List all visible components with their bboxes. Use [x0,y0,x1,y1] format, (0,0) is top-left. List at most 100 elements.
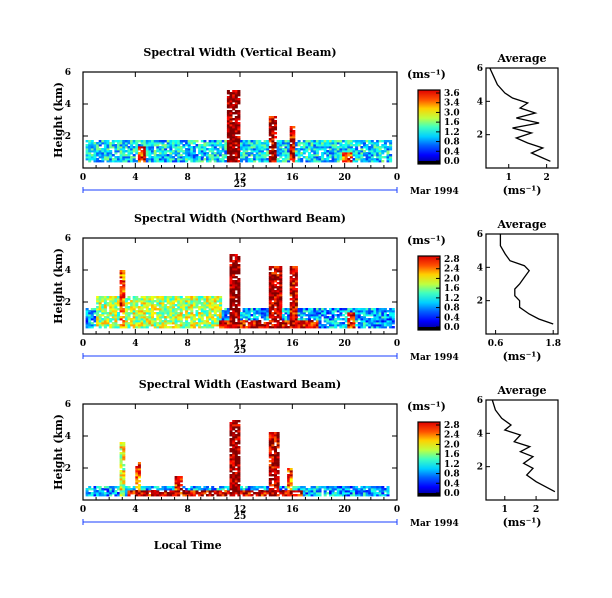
heatmap-cell [391,318,395,321]
heatmap-cell [117,304,121,307]
heatmap-cell [200,160,204,163]
heatmap-cell [234,104,238,107]
heatmap-cell [226,104,230,107]
heatmap-cell [232,264,236,267]
heatmap-cell [122,300,126,303]
heatmap-cell [156,324,160,327]
heatmap-cell [103,324,107,327]
heatmap-cell [370,494,374,497]
heatmap-cell [363,314,367,317]
heatmap-cell [250,488,254,491]
heatmap-cell [135,468,139,471]
heatmap-cell [247,158,251,161]
heatmap-cell [240,320,244,323]
heatmap-cell [342,488,346,491]
heatmap-cell [132,314,136,317]
heatmap-cell [302,494,306,497]
heatmap-cell [339,486,343,489]
heatmap-cell [119,142,123,145]
heatmap-cell [192,306,196,309]
heatmap-cell [331,308,335,311]
heatmap-cell [368,318,372,321]
heatmap-cell [276,154,280,157]
heatmap-cell [90,144,94,147]
heatmap-cell [213,146,217,149]
heatmap-cell [169,148,173,151]
heatmap-cell [268,322,272,325]
heatmap-cell [232,262,236,265]
heatmap-cell [90,140,94,143]
heatmap-cell [313,322,317,325]
heatmap-cell [289,470,293,473]
heatmap-cell [114,296,118,299]
heatmap-cell [114,160,118,163]
heatmap-cell [232,284,236,287]
heatmap-cell [250,142,254,145]
heatmap-cell [169,150,173,153]
heatmap-cell [378,160,382,163]
heatmap-cell [93,312,97,315]
heatmap-cell [122,474,126,477]
heatmap-cell [192,486,196,489]
heatmap-cell [232,276,236,279]
heatmap-cell [224,308,228,311]
heatmap-cell [240,156,244,159]
heatmap-cell [292,138,296,141]
heatmap-cell [185,298,189,301]
heatmap-cell [331,486,335,489]
heatmap-cell [279,272,283,275]
heatmap-cell [318,146,322,149]
heatmap-cell [158,158,162,161]
heatmap-cell [232,130,236,133]
heatmap-cell [271,116,275,119]
heatmap-cell [226,96,230,99]
heatmap-cell [266,154,270,157]
heatmap-cell [200,150,204,153]
heatmap-cell [289,126,293,129]
heatmap-cell [363,158,367,161]
heatmap-cell [276,484,280,487]
average-x-label: (ms⁻¹) [503,350,542,363]
heatmap-cell [300,322,304,325]
heatmap-cell [219,158,223,161]
heatmap-cell [279,322,283,325]
heatmap-cell [292,324,296,327]
heatmap-cell [195,324,199,327]
heatmap-cell [383,324,387,327]
heatmap-cell [253,492,257,495]
heatmap-cell [229,432,233,435]
heatmap-cell [323,490,327,493]
heatmap-cell [274,120,278,123]
heatmap-cell [229,474,233,477]
heatmap-cell [169,492,173,495]
heatmap-cell [122,296,126,299]
average-x-tick-label: 1.8 [545,339,561,349]
heatmap-cell [360,324,364,327]
heatmap-cell [156,148,160,151]
heatmap-cell [224,486,228,489]
heatmap-cell [305,490,309,493]
heatmap-cell [370,142,374,145]
heatmap-cell [96,150,100,153]
heatmap-cell [224,152,228,155]
heatmap-cell [103,318,107,321]
heatmap-cell [289,156,293,159]
heatmap-cell [124,486,128,489]
heatmap-cell [279,146,283,149]
heatmap-cell [187,324,191,327]
heatmap-cell [260,152,264,155]
heatmap-cell [352,486,356,489]
heatmap-cell [370,152,374,155]
heatmap-cell [310,144,314,147]
heatmap-cell [119,160,123,163]
heatmap-cell [247,312,251,315]
heatmap-cell [200,306,204,309]
heatmap-cell [101,148,105,151]
heatmap-cell [234,130,238,133]
heatmap-cell [224,140,228,143]
heatmap-cell [247,152,251,155]
heatmap-cell [229,120,233,123]
heatmap-cell [161,142,165,145]
heatmap-cell [88,148,92,151]
heatmap-cell [158,148,162,151]
